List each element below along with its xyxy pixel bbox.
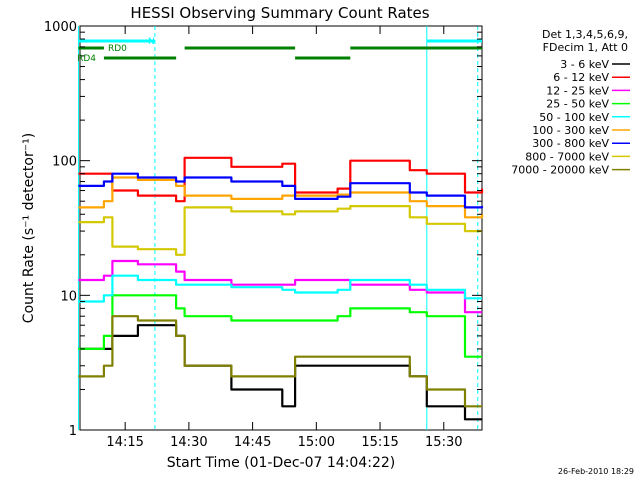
y-tick-label-0: 1	[69, 424, 77, 439]
y-axis-label: Count Rate (s⁻¹ detector⁻¹)	[21, 133, 37, 323]
x-axis: 14:15 14:30 14:45 15:00 15:15 15:30	[106, 26, 463, 450]
plot-area	[79, 25, 483, 431]
legend-label-4: 50 - 100 keV	[539, 111, 609, 124]
series-line-6	[78, 172, 484, 209]
series-line-4	[78, 274, 482, 303]
series-lines	[78, 156, 484, 421]
legend-label-0: 3 - 6 keV	[560, 58, 609, 71]
legend-label-3: 25 - 50 keV	[546, 98, 609, 111]
y-axis: 1 10 100 1000	[44, 20, 482, 439]
flag-label-rd4: RD4	[77, 54, 96, 64]
legend: Det 1,3,4,5,6,9, FDecim 1, Att 0 3 - 6 k…	[511, 28, 630, 177]
legend-label-2: 12 - 25 keV	[546, 84, 609, 97]
y-tick-label-2: 100	[52, 155, 77, 170]
vertical-markers	[77, 26, 479, 430]
x-tick-label-4: 15:15	[361, 435, 398, 450]
x-tick-label-1: 14:30	[170, 435, 207, 450]
legend-label-6: 300 - 800 keV	[532, 137, 609, 150]
flag-label-n: N	[148, 37, 155, 47]
y-tick-label-1: 10	[60, 289, 77, 304]
legend-label-7: 800 - 7000 keV	[525, 150, 609, 163]
series-line-5	[78, 176, 484, 219]
y-tick-label-3: 1000	[44, 20, 77, 35]
series-line-2	[78, 259, 482, 314]
legend-header-line-2: FDecim 1, Att 0	[543, 41, 628, 54]
legend-header-line-1: Det 1,3,4,5,6,9,	[542, 28, 628, 41]
x-tick-label-0: 14:15	[106, 435, 143, 450]
x-tick-label-2: 14:45	[234, 435, 271, 450]
series-line-7	[78, 205, 482, 256]
x-tick-label-5: 15:30	[425, 435, 462, 450]
x-axis-label: Start Time (01-Dec-07 14:04:22)	[167, 455, 395, 471]
x-tick-label-3: 15:00	[298, 435, 335, 450]
legend-label-1: 6 - 12 keV	[553, 71, 609, 84]
series-line-8	[78, 315, 482, 408]
footer-timestamp: 26-Feb-2010 18:29	[558, 467, 634, 476]
chart-title: HESSI Observing Summary Count Rates	[130, 4, 429, 22]
legend-label-5: 100 - 300 keV	[532, 124, 609, 137]
series-line-0	[78, 324, 482, 421]
legend-label-8: 7000 - 20000 keV	[511, 164, 609, 177]
flag-segments	[78, 39, 482, 60]
series-line-1	[78, 156, 484, 203]
flag-annotations: N RD0 RD4	[77, 37, 155, 64]
plot-frame	[79, 25, 483, 431]
flag-label-rd0: RD0	[108, 44, 127, 54]
